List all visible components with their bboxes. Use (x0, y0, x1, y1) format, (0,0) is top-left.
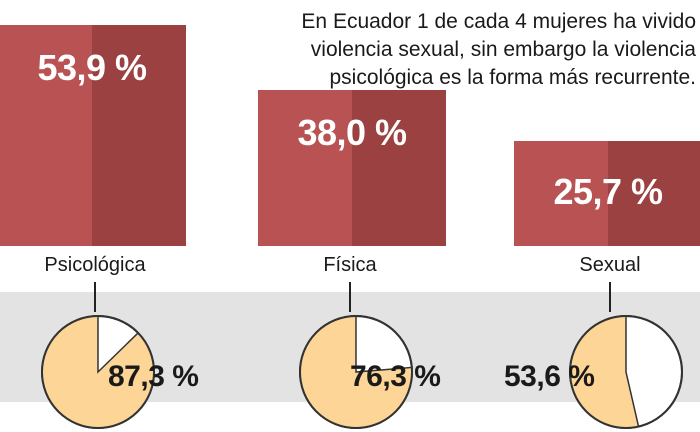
headline-line: En Ecuador 1 de cada 4 mujeres ha vivido (301, 10, 696, 33)
pie-value-label: 76,3 % (350, 360, 441, 393)
bar-sexual: 25,7 % (514, 140, 700, 246)
pie-psicologica (41, 315, 155, 429)
bar-value-label: 53,9 % (37, 47, 147, 88)
pie-value-label: 53,6 % (504, 360, 595, 393)
bar-light-half (0, 25, 92, 246)
headline-line: violencia sexual, sin embargo la violenc… (310, 38, 696, 61)
pie-sexual (569, 315, 683, 429)
bar-value-label: 38,0 % (297, 112, 407, 154)
category-label-sexual: Sexual (579, 254, 641, 276)
bar-dark-half (608, 140, 700, 246)
category-label-psicologica: Psicológica (44, 254, 146, 276)
bar-psicologica: 53,9 % (0, 25, 186, 246)
connector-line (349, 282, 351, 312)
bar-light-half (258, 90, 352, 246)
bar-dark-half (92, 25, 186, 246)
bar-dark-half (352, 90, 446, 246)
category-label-fisica: Física (323, 254, 377, 276)
bar-light-half (514, 140, 608, 246)
headline-text: En Ecuador 1 de cada 4 mujeres ha vivido… (276, 8, 696, 92)
pie-value-label: 87,3 % (108, 360, 199, 393)
connector-line (609, 282, 611, 312)
connector-line (94, 282, 96, 312)
headline-line: psicológica es la forma más recurrente. (329, 66, 697, 89)
bar-value-label: 25,7 % (553, 171, 663, 213)
bar-fisica: 38,0 % (258, 90, 446, 246)
